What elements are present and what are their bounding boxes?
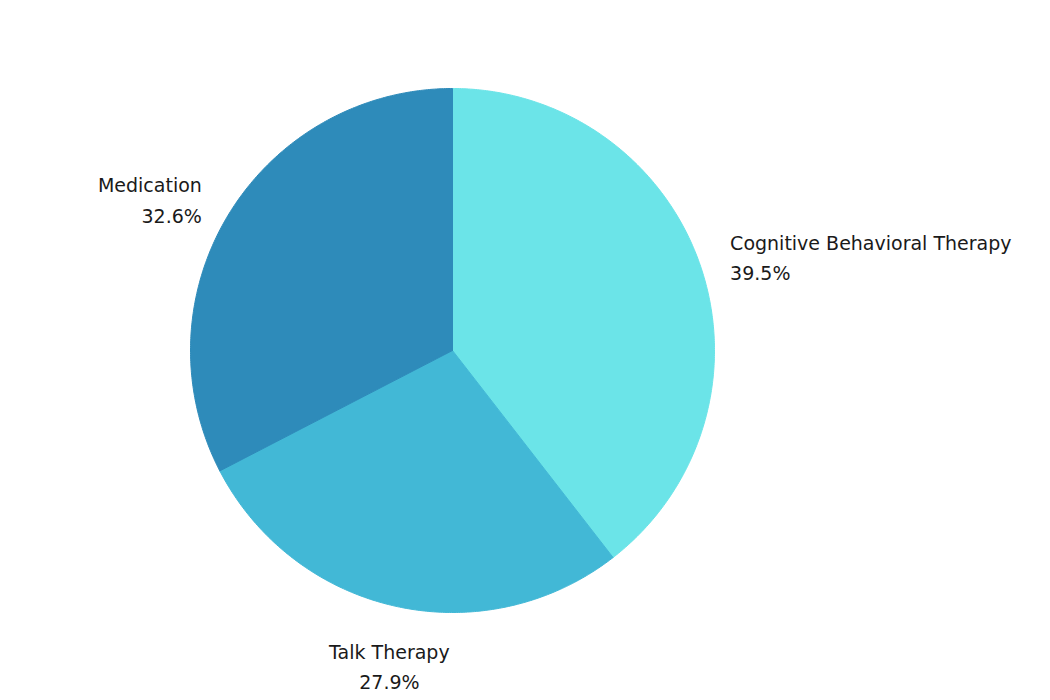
svg-text:Talk Therapy27.9%: Talk Therapy27.9% xyxy=(328,641,450,693)
svg-text:Medication32.6%: Medication32.6% xyxy=(98,174,202,226)
svg-text:Cognitive Behavioral Therapy39: Cognitive Behavioral Therapy39.5% xyxy=(730,232,1011,284)
